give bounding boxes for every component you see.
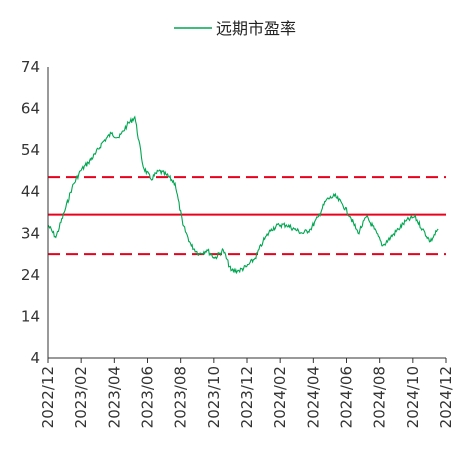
x-tick-label: 2023/12 [238,366,256,428]
x-tick-label: 2024/04 [304,366,322,428]
x-tick-label: 2024/12 [437,366,455,428]
y-tick-label: 54 [21,141,40,159]
y-tick-label: 74 [21,58,40,76]
x-axis-ticks: 2022/12 2023/02 2023/04 2023/06 2023/08 2023/… [39,358,455,428]
axes [47,67,446,359]
y-tick-label: 24 [21,266,40,284]
x-tick-label: 2022/12 [39,366,57,428]
legend: 远期市盈率 [174,19,296,38]
x-tick-label: 2023/02 [72,366,90,428]
x-tick-label: 2023/06 [139,366,157,428]
y-tick-label: 14 [21,307,40,325]
x-tick-label: 2024/02 [271,366,289,428]
x-tick-label: 2023/08 [172,366,190,428]
x-tick-label: 2023/10 [205,366,223,428]
x-tick-label: 2023/04 [105,366,123,428]
series-layer [47,115,439,275]
y-tick-label: 64 [21,100,40,118]
x-tick-label: 2024/06 [338,366,356,428]
x-tick-label: 2024/10 [404,366,422,428]
y-axis-ticks: 74 64 54 44 34 24 14 4 [21,58,40,367]
y-tick-label: 34 [21,224,40,242]
legend-label-forward-pe: 远期市盈率 [216,19,296,38]
y-tick-label: 44 [21,183,40,201]
y-tick-label: 4 [30,349,40,367]
series-line-0 [47,115,439,275]
reference-lines [48,176,446,256]
x-tick-label: 2024/08 [371,366,389,428]
